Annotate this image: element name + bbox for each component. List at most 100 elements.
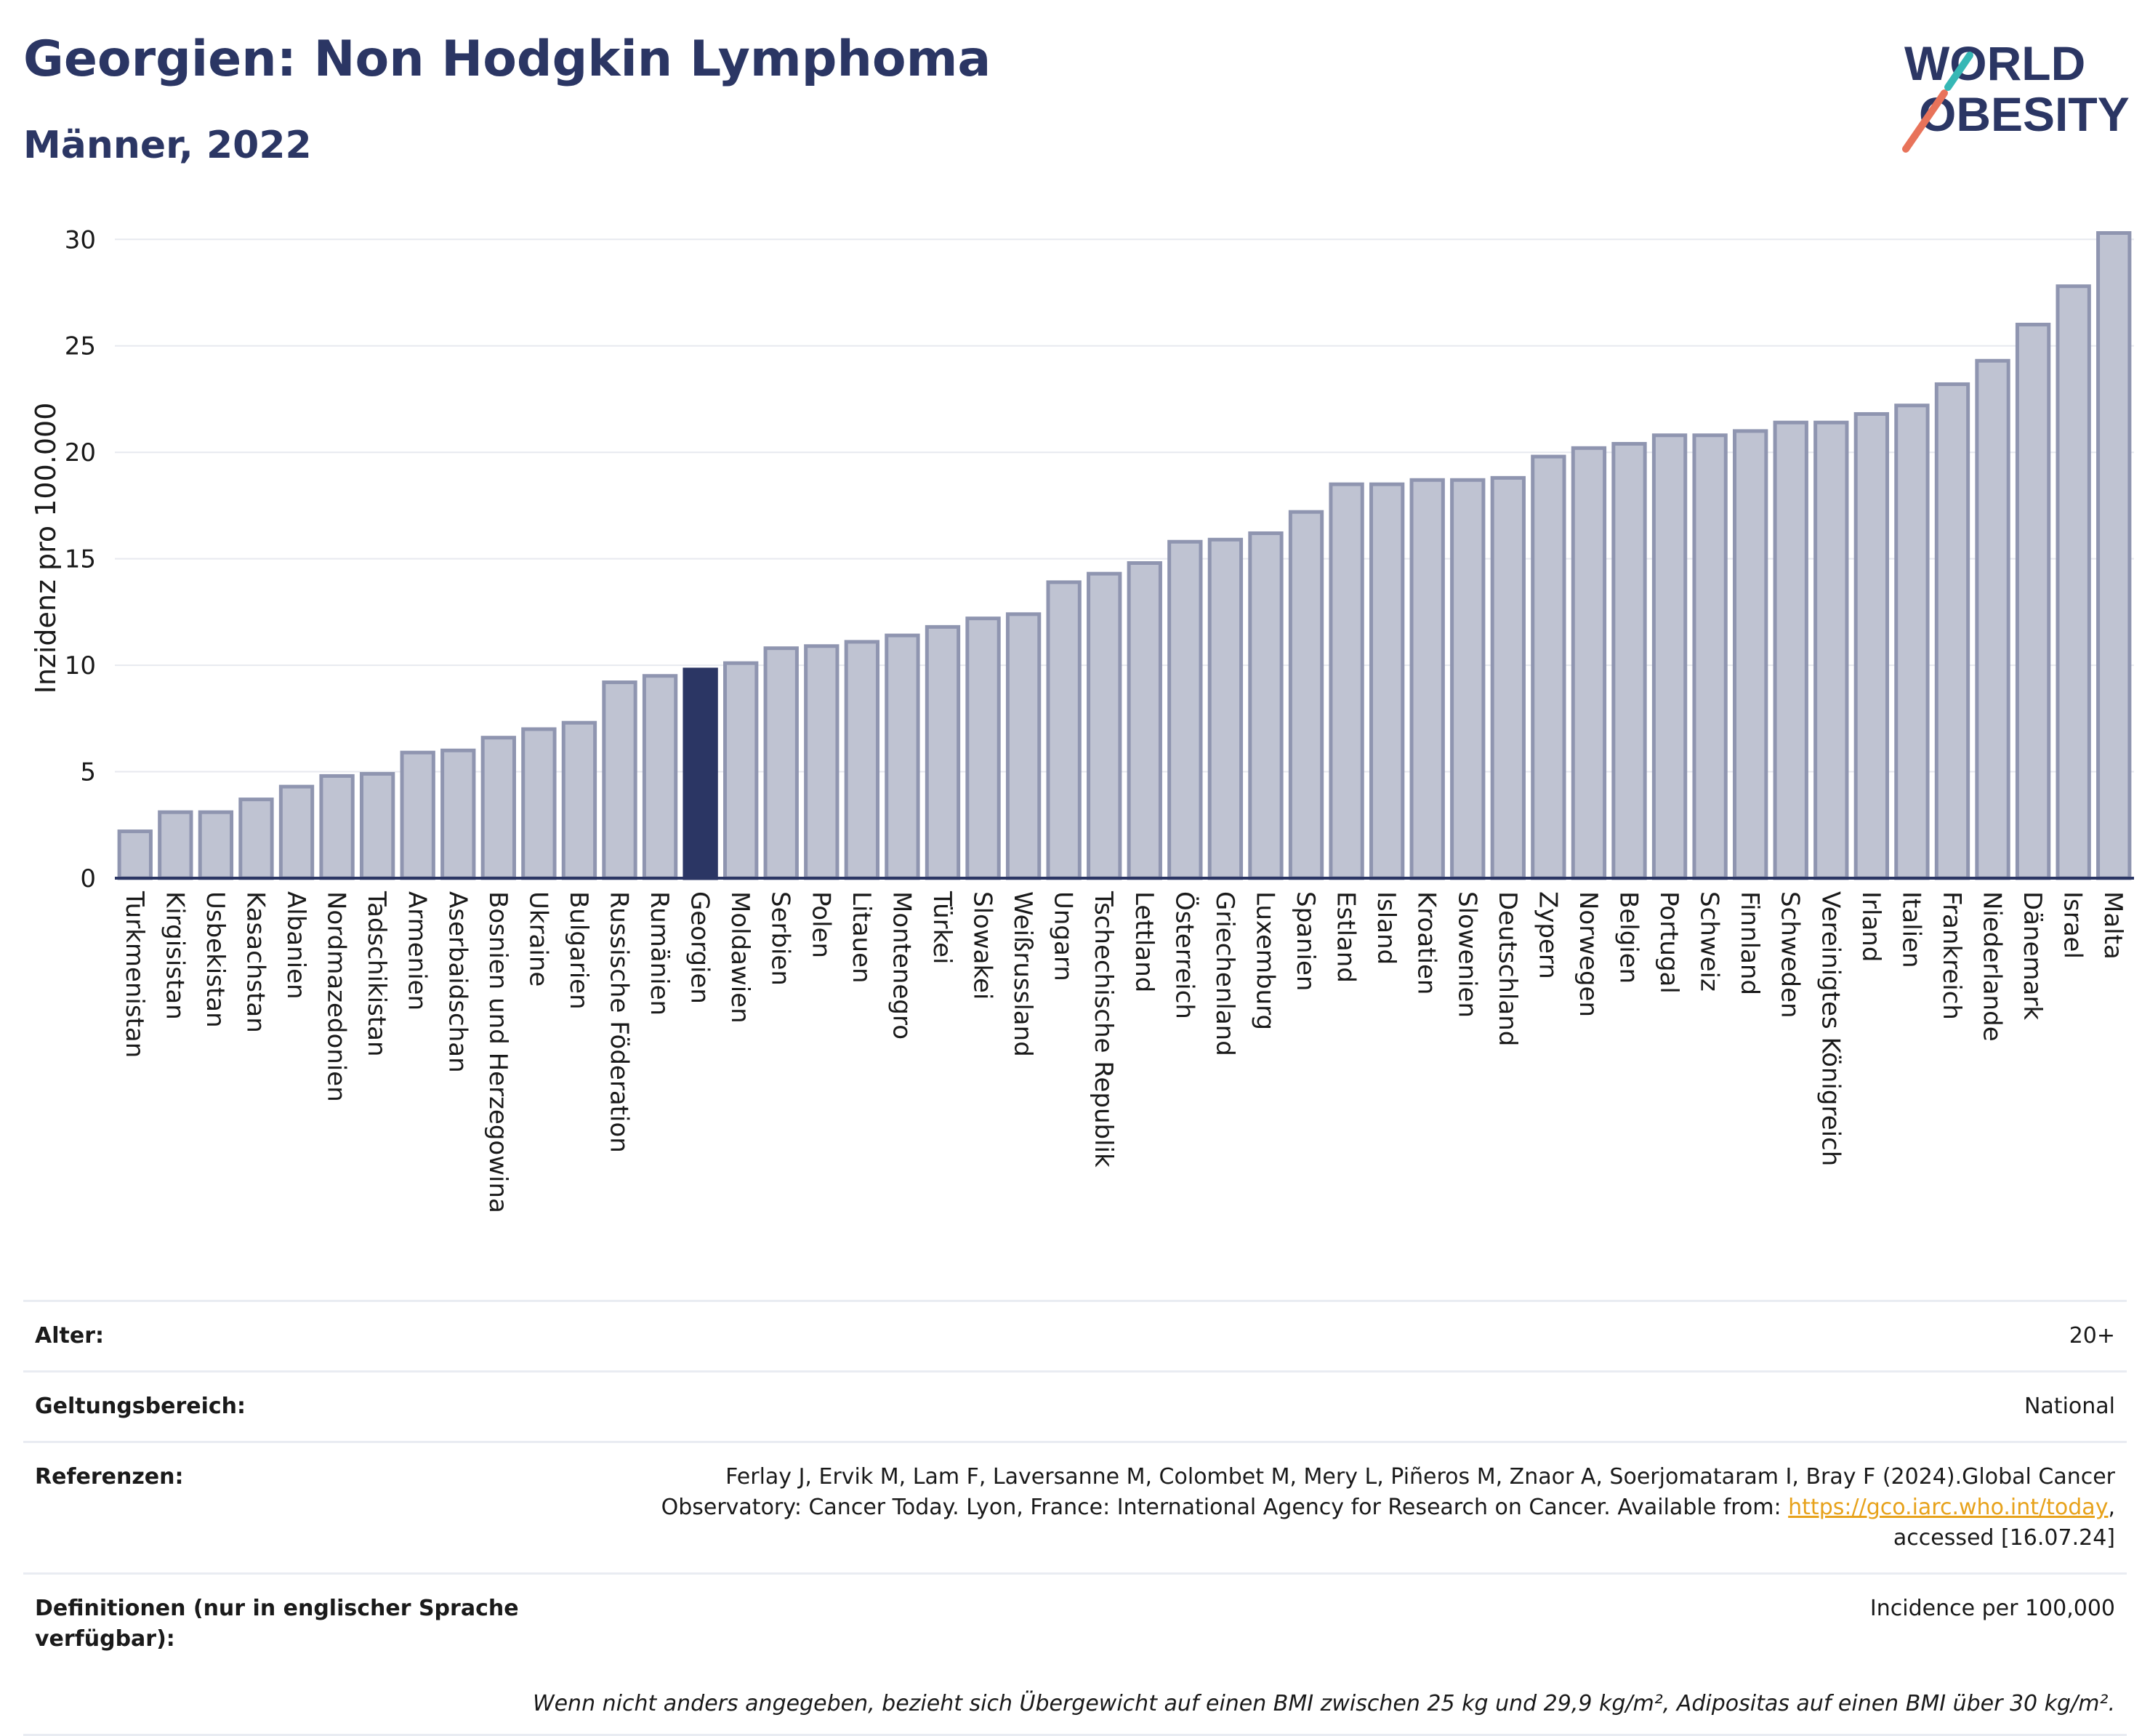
bar bbox=[804, 644, 840, 880]
bar bbox=[1329, 482, 1364, 880]
bar bbox=[1127, 561, 1162, 880]
bar bbox=[1975, 358, 2010, 880]
x-tick-label: Slowakei bbox=[968, 891, 997, 1000]
bar bbox=[400, 750, 435, 880]
bar bbox=[2096, 231, 2132, 880]
x-tick-label: Georgien bbox=[685, 891, 714, 1004]
reference-link[interactable]: https://gco.iarc.who.int/today bbox=[1788, 1495, 2109, 1520]
footnote: Wenn nicht anders angegeben, bezieht sic… bbox=[23, 1673, 2127, 1736]
reference-text-3: , bbox=[2108, 1495, 2115, 1520]
x-tick-label: Slowenien bbox=[1452, 891, 1481, 1018]
x-tick-label: Spanien bbox=[1291, 891, 1320, 991]
x-tick-label: Kasachstan bbox=[241, 891, 270, 1033]
meta-row-definitions: Definitionen (nur in englischer Sprache … bbox=[23, 1572, 2127, 1673]
bar bbox=[1692, 433, 1728, 880]
meta-row-age: Alter: 20+ bbox=[23, 1300, 2127, 1370]
bar bbox=[1167, 539, 1203, 880]
x-tick-label: Aserbaidschan bbox=[443, 891, 472, 1073]
bar bbox=[1651, 433, 1688, 880]
x-tick-label: Tadschikistan bbox=[362, 891, 391, 1057]
x-tick-label: Kroatien bbox=[1412, 891, 1441, 994]
x-tick-label: Schweden bbox=[1776, 891, 1805, 1018]
y-axis-label: Inzidenz pro 100.000 bbox=[30, 403, 62, 694]
x-tick-label: Schweiz bbox=[1695, 891, 1724, 992]
bar bbox=[238, 797, 274, 880]
x-tick-label: Russische Föderation bbox=[605, 891, 634, 1153]
x-tick-label: Tschechische Republik bbox=[1089, 891, 1118, 1168]
bar bbox=[2056, 284, 2091, 880]
x-tick-label: Finnland bbox=[1735, 891, 1764, 995]
bar bbox=[1288, 510, 1324, 880]
x-tick-label: Island bbox=[1372, 891, 1401, 965]
x-tick-label: Moldawien bbox=[725, 891, 754, 1024]
bar bbox=[1773, 420, 1808, 880]
x-tick-label: Turkmenistan bbox=[120, 891, 149, 1058]
page-title: Georgien: Non Hodgkin Lymphoma bbox=[23, 31, 991, 88]
definitions-label: Definitionen (nur in englischer Sprache … bbox=[35, 1596, 519, 1652]
x-tick-label: Deutschland bbox=[1493, 891, 1522, 1046]
bar bbox=[1611, 441, 1647, 880]
reference-text-4: accessed [16.07.24] bbox=[1893, 1525, 2115, 1551]
x-tick-label: Kirgisistan bbox=[160, 891, 189, 1020]
bar bbox=[1733, 429, 1768, 880]
x-tick-label: Ukraine bbox=[523, 891, 552, 986]
bar bbox=[480, 736, 516, 880]
logo-line2: OBESITY bbox=[1919, 87, 2130, 141]
bar bbox=[925, 624, 961, 880]
definitions-value: Incidence per 100,000 bbox=[1869, 1596, 2115, 1621]
x-tick-label: Litauen bbox=[847, 891, 876, 984]
x-tick-label: Albanien bbox=[281, 891, 310, 1000]
meta-row-scope: Geltungsbereich: National bbox=[23, 1370, 2127, 1441]
x-tick-label: Malta bbox=[2098, 891, 2127, 960]
x-tick-label: Bosnien und Herzegowina bbox=[483, 891, 512, 1213]
x-tick-label: Weißrussland bbox=[1008, 891, 1037, 1057]
bar bbox=[1894, 403, 1930, 880]
bar bbox=[844, 640, 880, 880]
logo-slash-teal bbox=[1944, 52, 1973, 91]
bar bbox=[1853, 411, 1890, 880]
bar bbox=[278, 784, 315, 880]
x-tick-label: Italien bbox=[1896, 891, 1925, 968]
x-tick-label: Usbekistan bbox=[201, 891, 230, 1028]
y-tick-label: 5 bbox=[80, 758, 96, 787]
x-tick-label: Vereinigtes Königreich bbox=[1816, 891, 1845, 1166]
bar bbox=[1934, 382, 1970, 880]
scope-label: Geltungsbereich: bbox=[35, 1394, 246, 1419]
references-label: Referenzen: bbox=[35, 1464, 184, 1490]
x-tick-label: Frankreich bbox=[1937, 891, 1966, 1020]
bar bbox=[1087, 571, 1122, 880]
references-value: Ferlay J, Ervik M, Lam F, Laversanne M, … bbox=[558, 1462, 2115, 1554]
bar bbox=[683, 667, 718, 880]
x-tick-label: Montenegro bbox=[887, 891, 916, 1040]
bar bbox=[440, 748, 476, 880]
x-tick-label: Niederlande bbox=[1978, 891, 2007, 1042]
bar bbox=[1409, 478, 1445, 880]
bar bbox=[1369, 482, 1405, 880]
x-tick-label: Lettland bbox=[1130, 891, 1159, 992]
bar bbox=[602, 680, 637, 880]
x-tick-label: Polen bbox=[806, 891, 835, 958]
reference-text-2: Observatory: Cancer Today. Lyon, France:… bbox=[661, 1495, 1789, 1520]
x-tick-label: Norwegen bbox=[1574, 891, 1603, 1017]
x-tick-label: Luxemburg bbox=[1250, 891, 1279, 1030]
x-tick-label: Belgien bbox=[1614, 891, 1643, 984]
bar bbox=[1571, 446, 1607, 880]
reference-text-1: Ferlay J, Ervik M, Lam F, Laversanne M, … bbox=[725, 1464, 2115, 1490]
y-tick-label: 25 bbox=[65, 332, 96, 361]
y-tick-label: 0 bbox=[80, 864, 96, 893]
x-tick-label: Portugal bbox=[1654, 891, 1683, 994]
bar bbox=[1005, 612, 1042, 880]
bar bbox=[1450, 478, 1486, 880]
bar bbox=[763, 646, 799, 880]
page-subtitle: Männer, 2022 bbox=[23, 124, 312, 167]
x-tick-label: Armenien bbox=[403, 891, 432, 1010]
x-tick-label: Ungarn bbox=[1049, 891, 1078, 981]
bar bbox=[561, 720, 597, 880]
y-tick-label: 30 bbox=[65, 225, 96, 254]
bar bbox=[1531, 454, 1566, 880]
logo-line1: WORLD bbox=[1904, 36, 2085, 90]
bar bbox=[885, 633, 920, 880]
bar bbox=[198, 810, 234, 880]
bar bbox=[1248, 531, 1284, 880]
bar bbox=[158, 810, 193, 880]
